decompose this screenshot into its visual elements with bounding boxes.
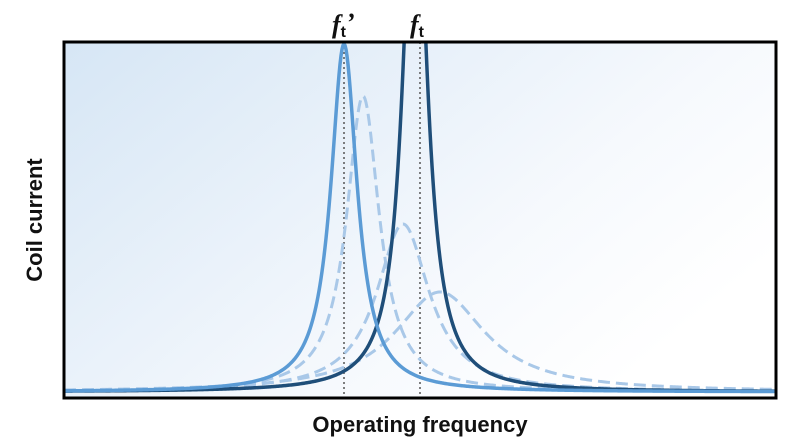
marker-label: ft’ <box>332 8 355 41</box>
y-axis-label: Coil current <box>22 158 47 282</box>
resonance-curve <box>64 42 776 394</box>
curves <box>64 42 776 394</box>
plot-area <box>64 42 776 398</box>
marker-label: ft <box>410 10 425 41</box>
plot-frame <box>62 40 778 400</box>
subscript: t <box>419 24 425 41</box>
symbol: f <box>332 10 343 39</box>
symbol: f <box>410 10 421 39</box>
suffix: ’ <box>346 8 355 37</box>
x-axis-label: Operating frequency <box>312 412 528 437</box>
subscript: t <box>341 24 347 41</box>
